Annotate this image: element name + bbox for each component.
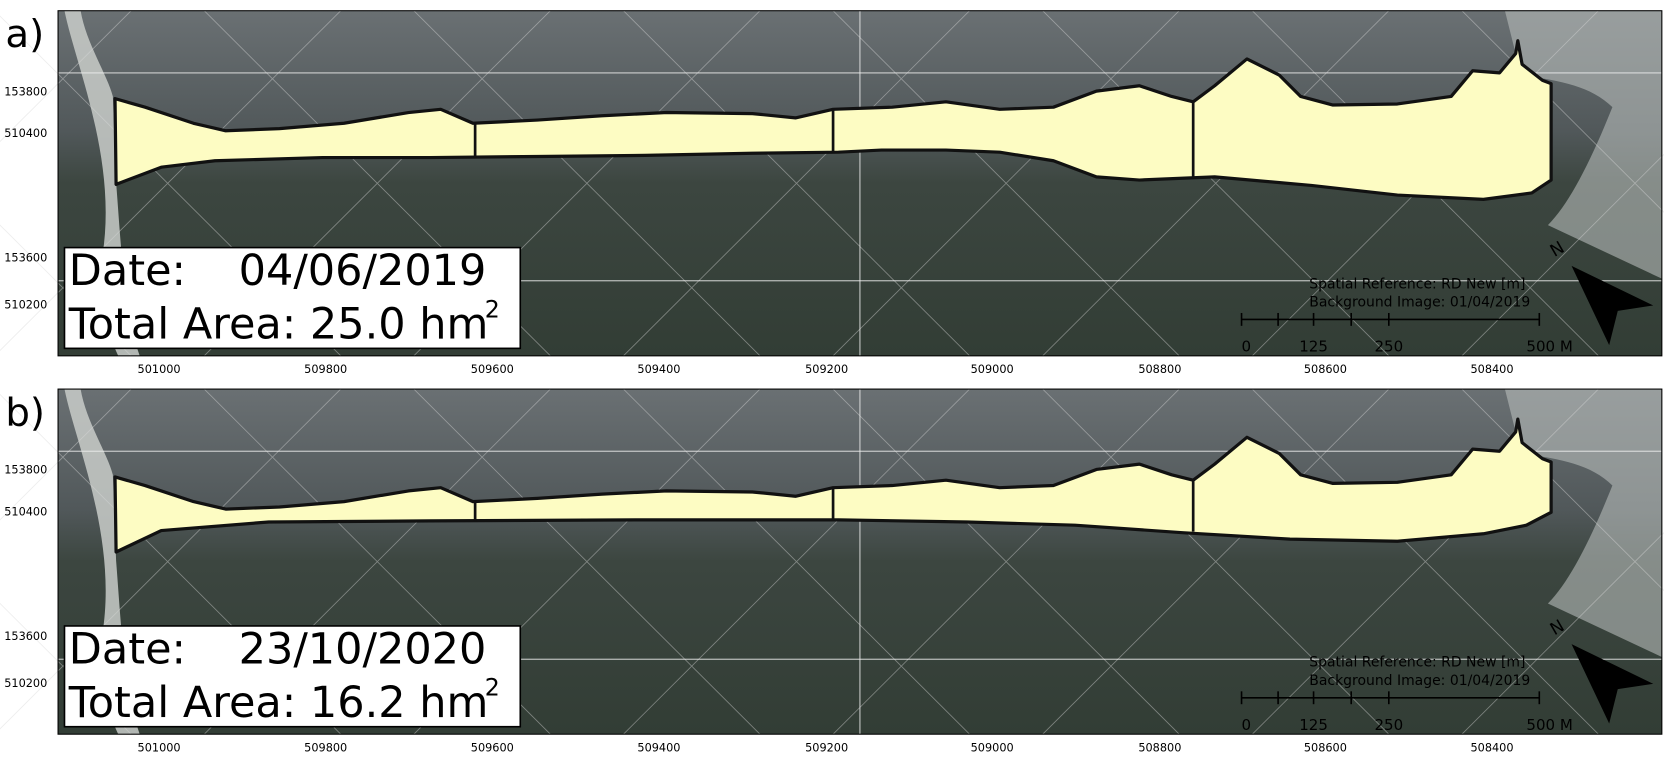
shore [1504,389,1662,658]
grid-line [832,10,1180,357]
scale-label: 125 [1299,716,1328,734]
north-arrow [1571,265,1654,346]
date-value: 23/10/2020 [239,625,487,675]
x-coordinate-label: 509000 [971,741,1014,754]
y-coordinate-label: 510400 [4,506,47,519]
grid-line [1042,388,1390,735]
shore [1504,10,1662,279]
area-superscript: 2 [485,674,500,702]
scale-label: 125 [1299,338,1328,356]
grid-line [623,10,970,357]
x-coordinate-label: 509400 [637,363,680,376]
spatial-reference: Spatial Reference: RD New [m] [1309,655,1525,671]
x-coordinate-label: 509600 [471,363,514,376]
map-panel: a) 153800 510400 153600 510200 501000 509800 50… [0,10,1664,376]
grid-line [623,388,970,735]
x-coordinate-label: 501000 [138,741,181,754]
scale-label: 500 M [1526,338,1572,356]
scale-label: 250 [1374,338,1403,356]
grid-line [413,10,761,357]
x-coordinate-label: 508600 [1304,363,1347,376]
x-coordinate-label: 509800 [304,363,347,376]
date-label: Date: [69,246,186,296]
x-coordinate-label: 508800 [1138,741,1181,754]
scale-label: 500 M [1526,716,1572,734]
grid-line [1042,10,1390,357]
background-image-date: Background Image: 01/04/2019 [1309,295,1530,311]
info-box [63,246,522,350]
north-arrow [1571,644,1654,724]
total-area: Total Area: 25.0 hm [68,300,489,350]
info-box [63,625,522,728]
scale-label: 0 [1242,716,1252,734]
y-coordinate-label: 153600 [4,252,47,265]
scale-label: 250 [1374,716,1403,734]
frame [57,10,1663,357]
panel-label: a) [5,12,44,57]
map-panel: b) 153800 510400 153600 510200 501000 509800 50… [0,388,1664,754]
grid-line [623,10,970,357]
x-coordinate-label: 509600 [471,741,514,754]
x-coordinate-label: 509200 [805,741,848,754]
area-superscript: 2 [485,295,500,323]
background-image-date: Background Image: 01/04/2019 [1309,673,1530,689]
grid-line [0,10,132,143]
total-area: Total Area: 16.2 hm [68,678,489,728]
x-coordinate-label: 508400 [1470,741,1513,754]
y-coordinate-label: 510400 [4,127,47,140]
grid-line [1251,388,1599,735]
x-coordinate-label: 501000 [138,363,181,376]
y-coordinate-label: 153800 [4,85,47,98]
spatial-reference: Spatial Reference: RD New [m] [1309,276,1525,292]
frame [57,388,1663,735]
x-coordinate-label: 508800 [1138,363,1181,376]
grid-line [1251,388,1599,735]
grid-line [0,388,342,730]
y-coordinate-label: 510200 [4,677,47,690]
grid-line [623,388,970,735]
y-coordinate-label: 153600 [4,630,47,643]
y-coordinate-label: 510200 [4,299,47,312]
x-coordinate-label: 509800 [304,741,347,754]
grid-line [0,388,132,521]
date-label: Date: [69,625,186,675]
grid-line [1042,388,1390,735]
x-coordinate-label: 509400 [637,741,680,754]
x-coordinate-label: 509200 [805,363,848,376]
grid-line [0,10,342,352]
grid-line [1042,10,1390,357]
y-coordinate-label: 153800 [4,464,47,477]
date-value: 04/06/2019 [239,246,487,296]
grid-line [832,10,1180,357]
scale-label: 0 [1242,338,1252,356]
x-coordinate-label: 509000 [971,363,1014,376]
panel-label: b) [5,391,45,436]
grid-line [832,388,1180,735]
grid-line [1461,153,1664,357]
grid-line [413,388,761,735]
grid-line [1461,532,1664,735]
grid-line [832,388,1180,735]
x-coordinate-label: 508400 [1470,363,1513,376]
x-coordinate-label: 508600 [1304,741,1347,754]
